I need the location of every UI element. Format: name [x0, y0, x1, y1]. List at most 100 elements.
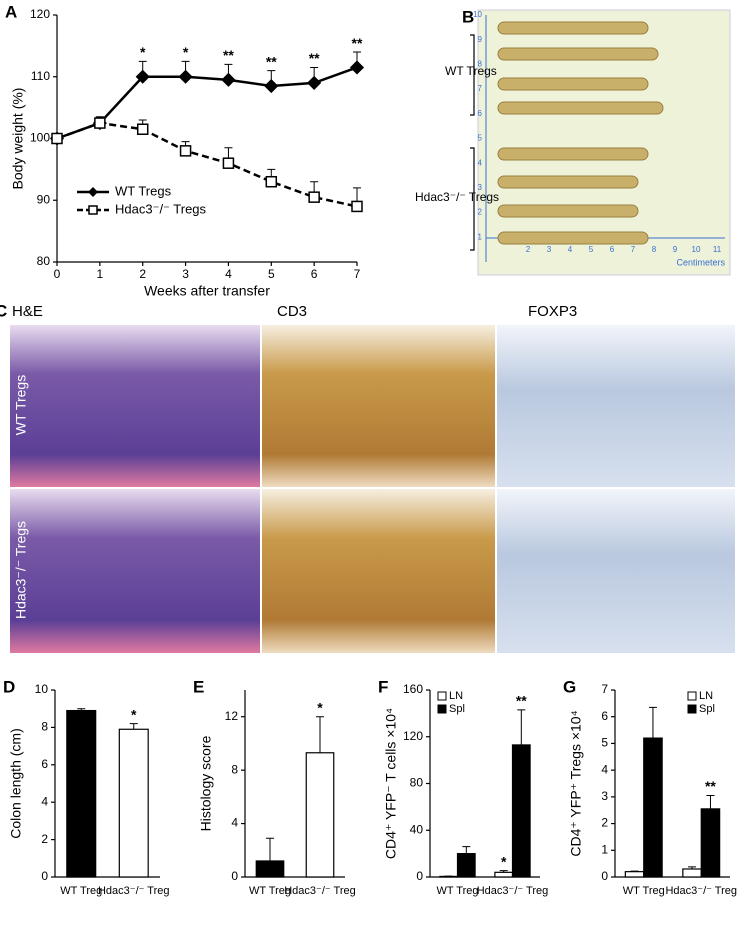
bar [255, 860, 285, 878]
significance: * [501, 853, 507, 869]
marker [94, 117, 106, 129]
marker [222, 157, 235, 169]
x-tick-label: WT Treg [249, 885, 291, 897]
panel-label: E [193, 677, 204, 696]
significance: ** [705, 778, 716, 794]
x-axis-label: Weeks after transfer [144, 283, 270, 299]
y-tick-label: 0 [601, 869, 608, 883]
bar [682, 868, 702, 878]
ruler-label: 8 [478, 60, 483, 69]
error-bar [499, 870, 508, 873]
legend-label: LN [699, 690, 713, 702]
x-tick-label: WT Treg [623, 885, 665, 897]
y-tick-label: 120 [403, 729, 423, 743]
significance: ** [352, 35, 363, 51]
ruler-label: 7 [478, 84, 483, 93]
y-tick-label: 4 [231, 816, 238, 830]
series-line [56, 66, 358, 140]
x-tick-label: 2 [139, 267, 146, 281]
legend-swatch [687, 691, 697, 701]
legend-swatch [437, 704, 447, 714]
ruler-unit: Centimeters [676, 257, 725, 267]
x-tick-label: 6 [311, 267, 318, 281]
column-label: CD3 [277, 303, 307, 320]
y-tick-label: 6 [601, 709, 608, 723]
y-tick-label: 90 [37, 192, 51, 206]
significance: ** [266, 53, 277, 69]
x-tick-label: 4 [225, 267, 232, 281]
histology-image [497, 325, 735, 487]
bar [305, 752, 335, 878]
y-tick-label: 160 [403, 682, 423, 696]
legend-marker [88, 187, 98, 197]
column-label: FOXP3 [528, 303, 577, 320]
marker [307, 75, 322, 90]
significance: ** [309, 50, 320, 66]
marker [265, 175, 278, 188]
row-label: Hdac3⁻/⁻ Tregs [13, 521, 29, 619]
column-label: H&E [12, 303, 43, 320]
marker [349, 60, 365, 75]
group-label: WT Tregs [445, 64, 497, 78]
legend-label: Spl [699, 703, 715, 715]
ruler-label: 2 [526, 245, 531, 254]
ruler-label: 8 [652, 245, 657, 254]
y-axis-label: CD4⁺ YFP⁻ T cells ×10⁴ [383, 708, 399, 859]
y-tick-label: 12 [225, 709, 239, 723]
ruler-label: 6 [478, 109, 483, 118]
y-tick-label: 0 [231, 869, 238, 883]
legend-label: LN [449, 690, 463, 702]
panel-label: B [462, 7, 474, 26]
significance: * [317, 699, 323, 715]
marker [351, 200, 363, 213]
y-tick-label: 1 [601, 842, 608, 856]
y-axis-label: Body weight (%) [10, 88, 26, 190]
marker [221, 72, 236, 87]
y-tick-label: 80 [410, 776, 424, 790]
bar [511, 744, 531, 878]
y-tick-label: 5 [601, 736, 608, 750]
x-tick-label: 0 [54, 267, 61, 281]
x-tick-label: Hdac3⁻/⁻ Treg [477, 885, 549, 897]
legend-label: Spl [449, 703, 465, 715]
legend-swatch [437, 691, 447, 701]
x-tick-label: Hdac3⁻/⁻ Treg [284, 885, 356, 897]
ruler-label: 7 [631, 245, 636, 254]
ruler-label: 4 [568, 245, 573, 254]
y-axis-label: CD4⁺ YFP⁺ Tregs ×10⁴ [568, 710, 584, 856]
y-axis-label: Histology score [198, 735, 214, 831]
panel-label: F [378, 677, 388, 696]
row-label: WT Tregs [13, 375, 29, 435]
bar [118, 728, 149, 878]
marker [51, 132, 63, 145]
ruler-label: 2 [478, 208, 483, 217]
y-tick-label: 3 [601, 789, 608, 803]
y-tick-label: 100 [30, 131, 50, 145]
group-label: Hdac3⁻/⁻ Tregs [415, 190, 499, 204]
ruler-label: 9 [478, 35, 483, 44]
x-tick-label: Hdac3⁻/⁻ Treg [98, 885, 170, 897]
bar [624, 871, 645, 878]
y-tick-label: 120 [30, 7, 50, 21]
x-tick-label: 1 [97, 267, 104, 281]
y-tick-label: 80 [37, 254, 51, 268]
ruler-label: 10 [692, 245, 701, 254]
ruler-label: 4 [478, 158, 483, 167]
marker [135, 69, 150, 84]
histology-image [10, 325, 260, 487]
legend-marker [88, 205, 98, 215]
error-bar [688, 866, 697, 869]
x-tick-label: Hdac3⁻/⁻ Treg [665, 885, 737, 897]
error-bar [129, 723, 138, 730]
bracket [470, 34, 475, 116]
error-bar [517, 709, 526, 745]
y-tick-label: 110 [31, 69, 50, 83]
error-bar [77, 708, 86, 711]
y-axis-label: Colon length (cm) [8, 728, 24, 839]
legend-swatch [687, 704, 697, 714]
significance: * [183, 44, 189, 60]
significance: ** [516, 693, 527, 709]
marker [264, 78, 279, 94]
x-tick-label: 5 [268, 267, 275, 281]
